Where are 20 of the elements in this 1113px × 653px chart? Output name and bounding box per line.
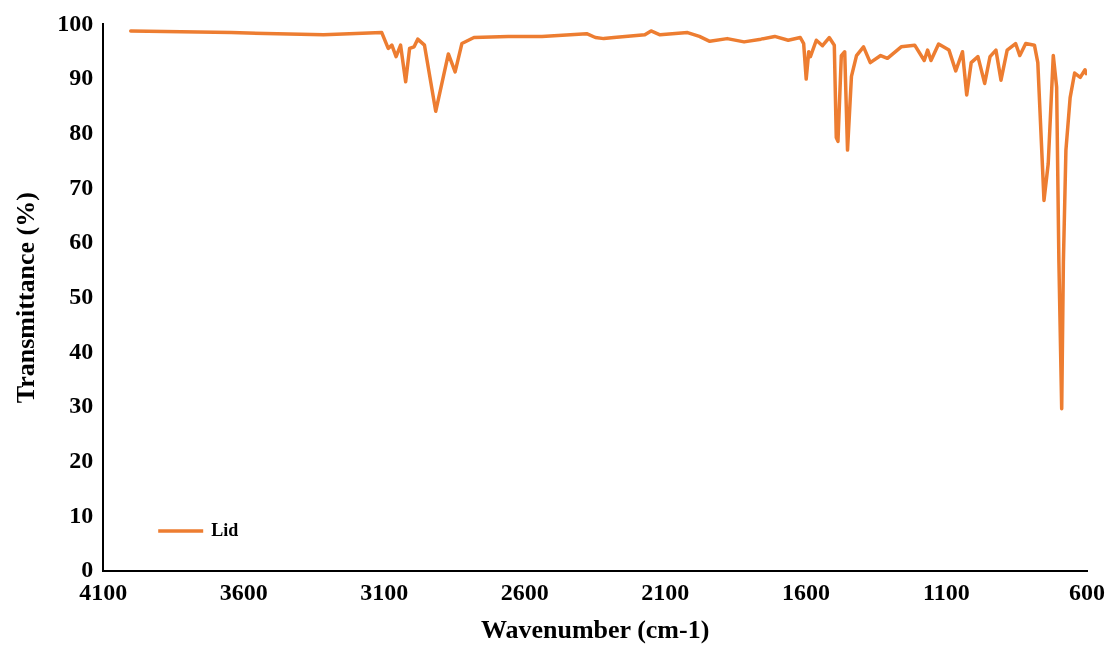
- y-tick-label: 20: [69, 446, 94, 473]
- y-tick-label: 30: [69, 392, 94, 419]
- y-tick-label: 90: [69, 64, 94, 91]
- x-tick-label: 1100: [923, 578, 970, 605]
- y-tick-label: 10: [69, 501, 94, 528]
- y-tick-label: 70: [69, 173, 94, 200]
- legend-label: Lid: [211, 519, 239, 540]
- y-tick-label: 60: [69, 228, 94, 255]
- x-tick-label: 600: [1069, 578, 1105, 605]
- y-axis-title: Transmittance (%): [11, 192, 41, 404]
- x-tick-label: 3600: [219, 578, 268, 605]
- x-tick-label: 3100: [360, 578, 409, 605]
- x-axis-title: Wavenumber (cm-1): [480, 615, 710, 645]
- y-tick-label: 50: [69, 282, 94, 309]
- x-tick-label: 2100: [641, 578, 690, 605]
- x-tick-label: 1600: [781, 578, 830, 605]
- y-tick-label: 80: [69, 118, 94, 145]
- y-tick-label: 100: [57, 9, 94, 36]
- x-tick-label: 2600: [500, 578, 549, 605]
- y-tick-label: 40: [69, 337, 94, 364]
